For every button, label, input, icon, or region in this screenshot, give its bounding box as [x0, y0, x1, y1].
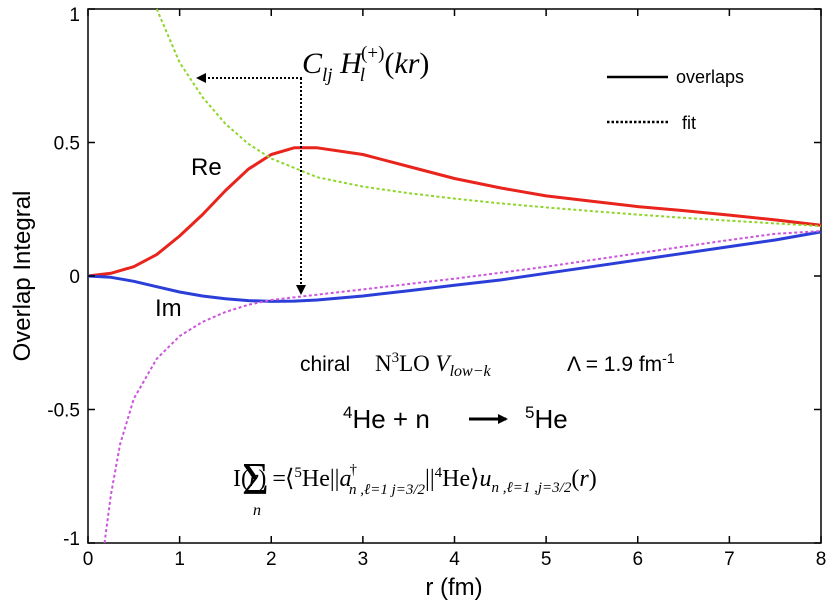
series-fit-im	[103, 230, 822, 544]
cutoff-label: Λ = 1.9 fm-1	[567, 350, 675, 376]
y-tick-label: 0.5	[54, 134, 80, 155]
y-tick-label: 1	[69, 5, 80, 26]
x-tick-label: 4	[449, 549, 460, 570]
legend-overlaps-label: overlaps	[676, 67, 744, 87]
x-tick-label: 7	[724, 549, 735, 570]
chiral-label: chiral	[300, 353, 350, 376]
x-axis-title: r (fm)	[425, 574, 482, 601]
series-layer	[87, 8, 822, 544]
svg-text:5He: 5He	[525, 403, 568, 434]
tick-layer: 0 1 2 3 4 5 6 7 8 -1 -0.5 0 0.5 1	[47, 5, 826, 570]
series-fit-re	[155, 8, 822, 228]
legend-fit-label: fit	[682, 113, 696, 133]
x-tick-label: 2	[266, 549, 277, 570]
x-tick-label: 1	[174, 549, 185, 570]
svg-text:⟨5He||a†n ,ℓ=1 j=3/2||4He⟩un ,: ⟨5He||a† n ,ℓ=1 j=3/2||4He⟩un ,ℓ=1 ,j=3/2…	[285, 462, 597, 498]
svg-text:I(r) =: I(r) =	[233, 466, 286, 492]
reaction-label: 4He + n 5He	[343, 403, 568, 434]
svg-text:n: n	[253, 502, 261, 519]
y-tick-label: 0	[69, 267, 80, 288]
x-tick-label: 5	[541, 549, 552, 570]
series-im	[87, 230, 822, 303]
svg-text:Σ: Σ	[242, 453, 269, 504]
x-tick-label: 6	[632, 549, 643, 570]
series-re	[87, 146, 822, 278]
fit-formula-label: Clj Hl(+)(kr)	[302, 43, 429, 86]
x-tick-label: 0	[83, 549, 94, 570]
overlap-formula: I(r) = Σ n ⟨5He||a† n ,ℓ=1 j=3/2||4He⟩un …	[233, 453, 597, 519]
y-tick-label: -1	[63, 529, 80, 550]
im-label: Im	[155, 295, 182, 322]
legend: overlaps fit	[607, 67, 744, 133]
potential-label: N3LO Vlow−k	[375, 350, 492, 380]
y-axis-title: Overlap Integral	[9, 191, 36, 362]
y-tick-label: -0.5	[47, 401, 80, 422]
re-label: Re	[191, 154, 222, 181]
x-tick-label: 3	[358, 549, 369, 570]
x-tick-label: 8	[816, 549, 827, 570]
svg-text:4He + n: 4He + n	[343, 403, 430, 434]
